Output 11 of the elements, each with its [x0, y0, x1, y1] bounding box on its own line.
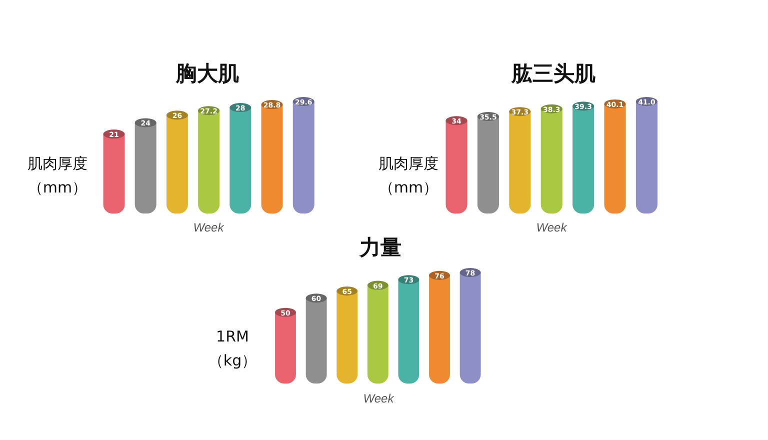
x-axis-title: Week: [536, 220, 568, 234]
x-axis-title: Week: [363, 392, 395, 406]
y-axis-title: 肌肉厚度（mm）: [28, 154, 88, 197]
chart-title: 胸大肌: [175, 62, 239, 86]
x-axis-title: Week: [193, 220, 225, 234]
bar: [540, 108, 562, 214]
chart-title: 肱三头肌: [510, 62, 596, 86]
chart-title: 力量: [358, 236, 402, 260]
bar: [604, 104, 626, 214]
y-axis-title: 肌肉厚度（mm）: [378, 154, 438, 197]
y-axis-title: 1RM（kg）: [208, 327, 257, 370]
